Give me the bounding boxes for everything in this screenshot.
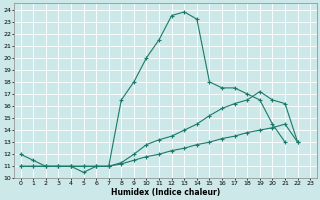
X-axis label: Humidex (Indice chaleur): Humidex (Indice chaleur) <box>111 188 220 197</box>
